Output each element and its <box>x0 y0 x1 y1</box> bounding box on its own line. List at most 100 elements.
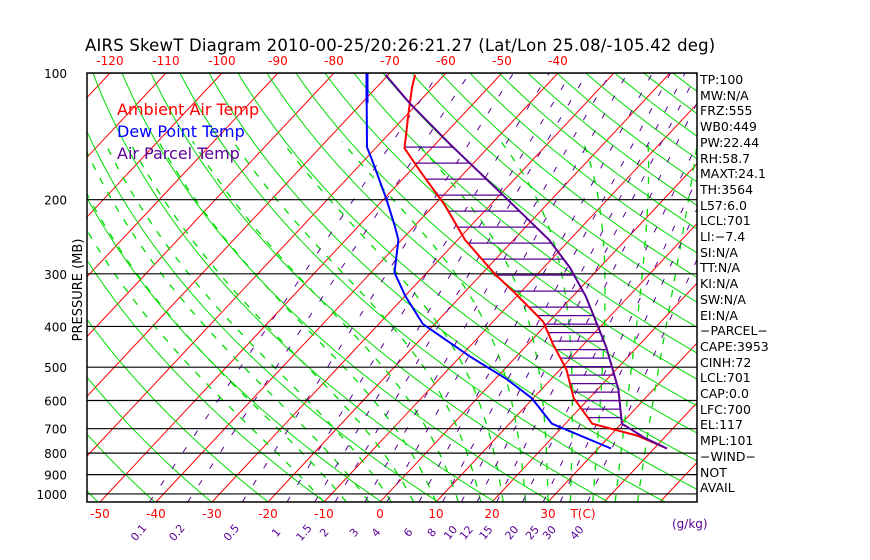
dry-adiabat-line <box>87 197 382 502</box>
top-temp-tick-label: -70 <box>380 54 400 68</box>
chart-title: AIRS SkewT Diagram 2010-00-25/20:26:21.2… <box>85 36 716 55</box>
moist-adiabat-line <box>103 140 392 502</box>
index-item: TT:N/A <box>700 260 741 276</box>
bottom-temp-tick-label: -30 <box>202 507 222 521</box>
isotherm-line <box>87 73 335 338</box>
index-item: EL:117 <box>700 417 743 433</box>
legend-dew-point-temp: Dew Point Temp <box>117 122 245 141</box>
bottom-temp-tick-label: -50 <box>90 507 110 521</box>
dry-adiabat-line <box>237 73 697 462</box>
isotherm-line <box>603 402 697 502</box>
isotherm-line <box>99 73 503 502</box>
mixing-ratio-line <box>460 73 686 502</box>
index-item: PW:22.44 <box>700 134 760 150</box>
mixing-ratio-line <box>364 73 611 502</box>
top-temp-tick-label: -100 <box>208 54 235 68</box>
isotherm-line <box>87 73 279 278</box>
mixing-ratio-line <box>442 73 672 502</box>
pressure-tick-label: 500 <box>44 361 67 375</box>
dry-adiabat-line <box>87 318 269 502</box>
top-temp-tick-label: -50 <box>492 54 512 68</box>
dew-point-line <box>365 74 612 450</box>
index-item: MAXT:24.1 <box>700 166 766 182</box>
bottom-temp-tick-label: -10 <box>314 507 334 521</box>
mixing-ratio-tick-label: 25 <box>523 523 542 542</box>
index-item: RH:58.7 <box>700 150 751 166</box>
index-item: NOT <box>700 464 727 480</box>
dry-adiabat-line <box>179 73 666 502</box>
pressure-tick-label: 200 <box>44 194 67 208</box>
stability-indices-panel: TP:100 MW:N/A FRZ:555 WB0:449 PW:22.44 RH:58.… <box>700 72 769 496</box>
mixing-ratio-line <box>314 73 572 502</box>
bottom-temp-tick-label: -20 <box>258 507 278 521</box>
dry-adiabat-line <box>295 73 697 407</box>
x-axis-label: T(C) <box>569 507 595 521</box>
dry-adiabat-line <box>324 73 697 380</box>
isotherm-line <box>491 282 697 502</box>
top-temp-tick-label: -90 <box>268 54 288 68</box>
dry-adiabat-line <box>87 433 156 502</box>
mixing-ratio-line <box>187 73 471 502</box>
index-item: −PARCEL− <box>700 323 768 339</box>
parcel-temp-line <box>384 74 668 450</box>
mixing-ratio-tick-label: 6 <box>401 526 415 540</box>
moist-adiabat-line <box>157 140 437 502</box>
dry-adiabat-line <box>382 73 697 328</box>
index-item: CINH:72 <box>700 354 752 370</box>
bottom-temp-tick-label: 30 <box>540 507 555 521</box>
ambient-temp-line <box>403 74 668 450</box>
dry-adiabat-line <box>266 73 697 434</box>
mixing-ratio-tick-label: 0.1 <box>128 522 149 544</box>
mixing-ratio-tick-label: 1 <box>269 526 283 540</box>
bottom-temp-tick-label: -40 <box>146 507 166 521</box>
pressure-tick-label: 400 <box>44 320 67 334</box>
legend-air-parcel-temp: Air Parcel Temp <box>117 144 240 163</box>
isotherm-line <box>87 73 391 398</box>
moist-adiabat-line <box>192 140 460 502</box>
dry-adiabat-line <box>150 73 609 502</box>
index-item: MPL:101 <box>700 433 754 449</box>
bottom-temp-tick-label: 20 <box>484 507 499 521</box>
mixing-ratio-tick-label: 4 <box>369 526 383 540</box>
moist-adiabat-line <box>87 229 325 502</box>
index-item: MW:N/A <box>700 87 749 103</box>
mixing-ratio-line <box>241 73 514 502</box>
mixing-ratio-tick-label: 12 <box>457 523 476 542</box>
index-item: CAP:0.0 <box>700 386 749 402</box>
isotherm-line <box>323 103 697 502</box>
mixing-ratio-line <box>418 73 653 502</box>
top-temp-tick-label: -40 <box>548 54 568 68</box>
dry-adiabat-line <box>0 64 41 502</box>
pressure-tick-label: 900 <box>44 469 67 483</box>
isotherm-line <box>155 73 559 502</box>
dry-adiabat-line <box>121 73 553 502</box>
dry-adiabat-line <box>92 73 496 502</box>
moist-adiabat-line <box>128 140 415 502</box>
dry-adiabat-line <box>498 73 697 230</box>
top-temp-tick-label: -80 <box>324 54 344 68</box>
isotherm-line <box>87 73 223 218</box>
index-item: TH:3564 <box>700 181 754 197</box>
index-item: LCL:701 <box>700 370 751 386</box>
mixing-ratio-tick-label: 8 <box>425 526 439 540</box>
index-item: CAPE:3953 <box>700 338 769 354</box>
isotherm-line <box>87 73 111 99</box>
dry-adiabat-line <box>353 73 697 354</box>
isotherm-line <box>0 73 54 502</box>
mixing-ratio-line <box>334 73 588 502</box>
isotherm-line <box>435 222 697 502</box>
dry-adiabat-line <box>527 73 697 206</box>
mixing-ratio-unit-label: (g/kg) <box>672 517 708 531</box>
index-item: L57:6.0 <box>700 197 747 213</box>
pressure-tick-label: 800 <box>44 447 67 461</box>
moist-adiabat-line <box>87 150 370 502</box>
index-item: TP:100 <box>700 72 744 87</box>
index-item: EI:N/A <box>700 307 738 323</box>
index-item: −WIND− <box>700 448 756 464</box>
top-temp-tick-label: -120 <box>96 54 123 68</box>
index-item: WB0:449 <box>700 119 757 135</box>
pressure-tick-label: 600 <box>44 395 67 409</box>
index-item: SW:N/A <box>700 291 746 307</box>
mixing-ratio-tick-label: 0.5 <box>221 522 242 544</box>
